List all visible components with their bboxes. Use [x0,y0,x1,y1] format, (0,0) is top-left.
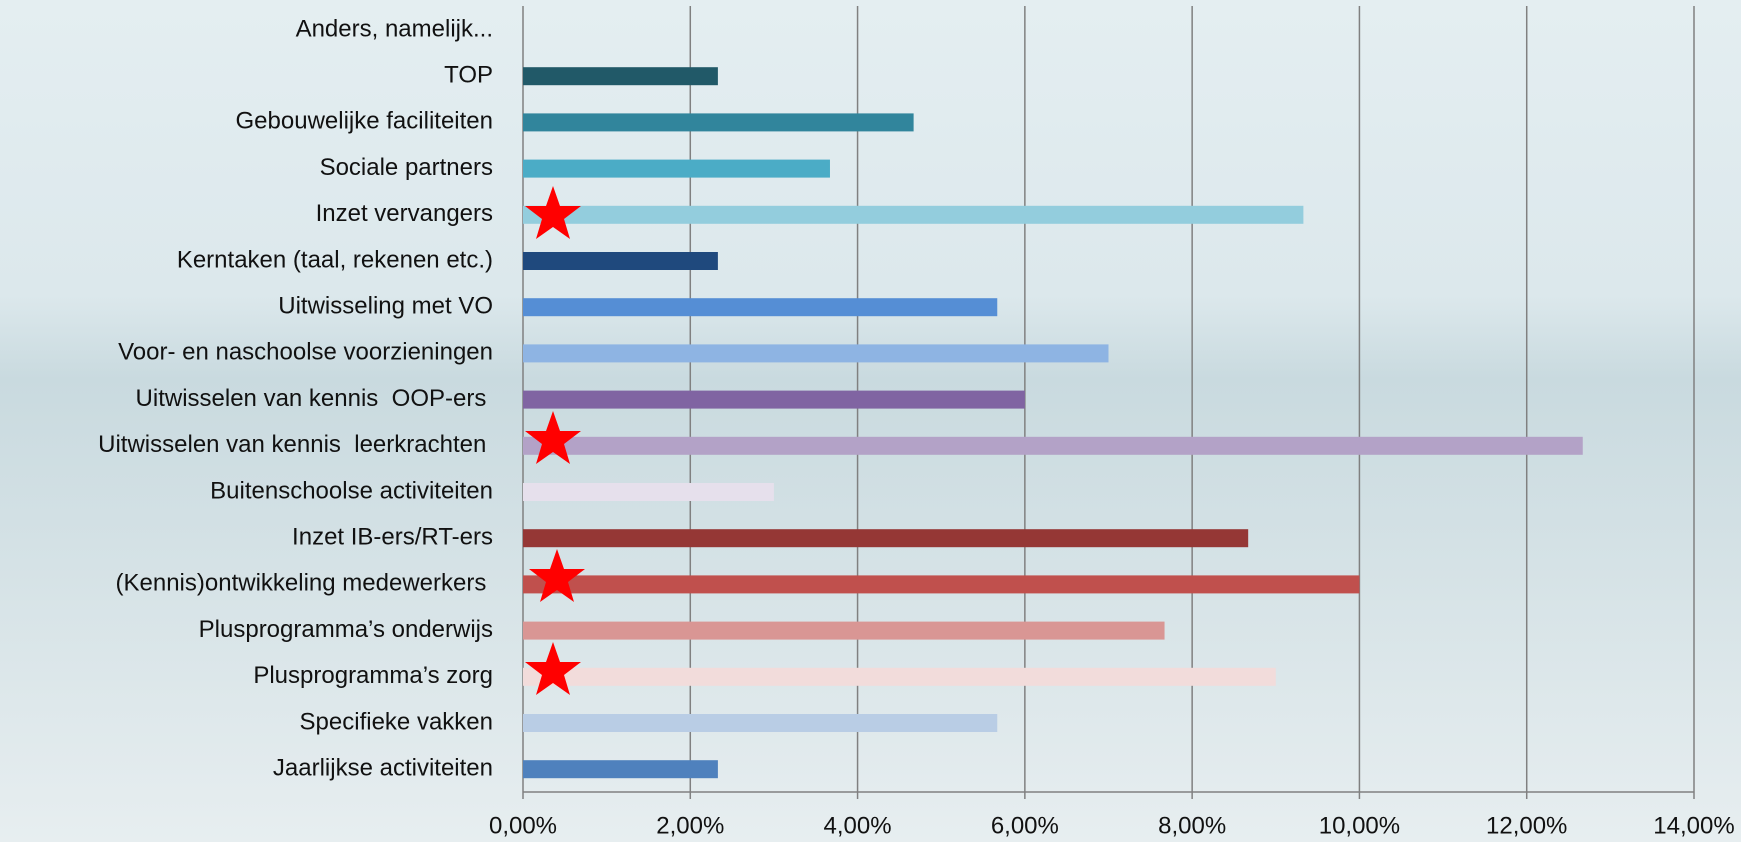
x-tick-label: 4,00% [824,812,892,839]
star [525,186,581,239]
y-tick-label: Uitwisseling met VO [278,293,493,320]
y-tick-label: Sociale partners [320,154,493,181]
bar [523,483,774,501]
y-tick-label: TOP [444,62,493,89]
x-tick-label: 2,00% [656,812,724,839]
bar [523,621,1165,640]
y-tick-label: Buitenschoolse activiteiten [210,477,493,504]
y-tick-label: Plusprogramma’s onderwijs [199,616,493,643]
plot: 0,00% 2,00% 4,00% 6,00% 8,00% 10,00% 12,00% 14,… [98,6,1735,839]
y-tick-label: Inzet IB-ers/RT-ers [292,524,493,551]
bar [523,344,1109,363]
x-tick-label: 6,00% [991,812,1059,839]
y-tick-label: Voor- en naschoolse voorzieningen [118,339,493,366]
star [525,642,581,695]
x-tick-label: 10,00% [1319,812,1400,839]
y-tick-label: Inzet vervangers [316,200,493,227]
bar [523,760,718,779]
y-tick-label: (Kennis)ontwikkeling medewerkers [116,570,493,597]
bar [523,298,998,317]
y-tick-label: Anders, namelijk... [296,15,493,42]
bar [523,159,830,178]
y-tick-label: Gebouwelijke faciliteiten [236,108,493,135]
bar [523,714,998,732]
x-tick-label: 12,00% [1486,812,1567,839]
x-tick-label: 8,00% [1158,812,1226,839]
bar [523,205,1304,224]
y-tick-label: Uitwisselen van kennis OOP-ers [136,385,493,412]
y-tick-label: Uitwisselen van kennis leerkrachten [98,431,493,458]
bar [523,113,914,132]
bar [523,575,1360,594]
bar [523,436,1583,455]
y-tick-label: Kerntaken (taal, rekenen etc.) [177,246,493,273]
x-tick-label: 0,00% [489,812,557,839]
y-tick-label: Plusprogramma’s zorg [253,662,493,689]
star [529,549,585,602]
star [525,411,581,464]
x-tick-label: 14,00% [1653,812,1734,839]
y-tick-label: Jaarlijkse activiteiten [273,755,493,782]
bar [523,667,1276,686]
stars [525,186,585,695]
bar [523,252,718,270]
bar [523,529,1249,548]
bar [523,390,1025,409]
y-tick-label: Specifieke vakken [300,708,493,735]
bar [523,67,718,86]
